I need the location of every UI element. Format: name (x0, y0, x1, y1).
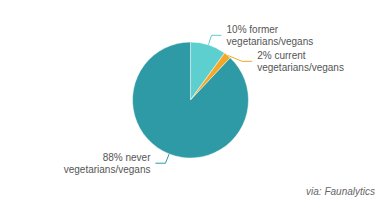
svg-text:2% current: 2% current (257, 50, 306, 61)
svg-text:vegetarians/vegans: vegetarians/vegans (257, 62, 344, 73)
svg-text:88% never: 88% never (103, 152, 151, 163)
svg-text:10% former: 10% former (227, 24, 279, 35)
svg-text:vegetarians/vegans: vegetarians/vegans (64, 164, 151, 175)
svg-text:vegetarians/vegans: vegetarians/vegans (227, 36, 314, 47)
svg-text:via: Faunalytics: via: Faunalytics (306, 186, 375, 197)
